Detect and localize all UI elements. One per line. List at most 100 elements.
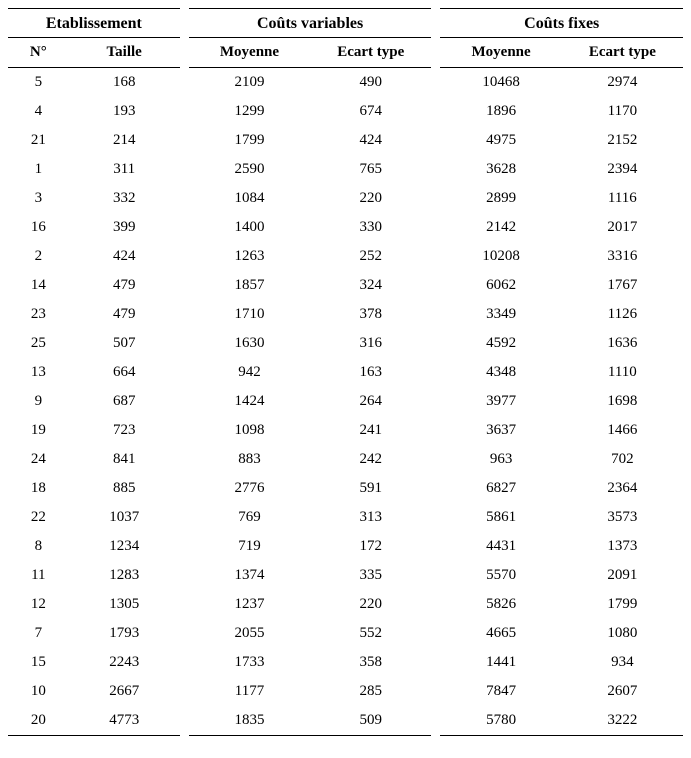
cell-fix-moyenne: 10468 [440,68,561,98]
cell-taille: 1793 [69,619,180,648]
cell-var-ecart: 264 [310,387,431,416]
cell-gap [180,648,189,677]
cell-gap [431,271,440,300]
cell-var-ecart: 509 [310,706,431,736]
cell-var-moyenne: 1084 [189,184,310,213]
cell-taille: 664 [69,358,180,387]
cell-taille: 311 [69,155,180,184]
cell-fix-ecart: 2974 [562,68,683,98]
table-row: 22103776931358613573 [8,503,683,532]
cell-num: 21 [8,126,69,155]
cell-taille: 1037 [69,503,180,532]
table-row: 121305123722058261799 [8,590,683,619]
cell-gap [180,213,189,242]
table-row: 102667117728578472607 [8,677,683,706]
cell-fix-ecart: 2364 [562,474,683,503]
cell-taille: 1283 [69,561,180,590]
cell-var-moyenne: 1835 [189,706,310,736]
header-group-etablissement: Etablissement [8,9,180,38]
costs-table: Etablissement Coûts variables Coûts fixe… [8,8,683,736]
cell-fix-ecart: 1110 [562,358,683,387]
cell-gap [431,155,440,184]
cell-var-ecart: 378 [310,300,431,329]
header-var-ecart: Ecart type [310,38,431,68]
cell-gap [431,300,440,329]
cell-taille: 2243 [69,648,180,677]
cell-fix-ecart: 1116 [562,184,683,213]
cell-fix-ecart: 702 [562,445,683,474]
table-row: 18885277659168272364 [8,474,683,503]
cell-var-ecart: 335 [310,561,431,590]
cell-gap [431,706,440,736]
cell-gap [180,97,189,126]
cell-fix-ecart: 2394 [562,155,683,184]
cell-gap [431,590,440,619]
cell-num: 25 [8,329,69,358]
cell-var-ecart: 285 [310,677,431,706]
cell-var-ecart: 765 [310,155,431,184]
cell-taille: 424 [69,242,180,271]
cell-gap [431,677,440,706]
header-fix-ecart: Ecart type [562,38,683,68]
cell-gap [180,184,189,213]
cell-gap [431,358,440,387]
cell-var-ecart: 324 [310,271,431,300]
cell-fix-moyenne: 5570 [440,561,561,590]
cell-gap [180,706,189,736]
cell-gap [180,445,189,474]
cell-taille: 168 [69,68,180,98]
cell-gap [431,213,440,242]
header-fix-moyenne: Moyenne [440,38,561,68]
table-row: 51682109490104682974 [8,68,683,98]
cell-var-moyenne: 1733 [189,648,310,677]
cell-taille: 2667 [69,677,180,706]
cell-num: 9 [8,387,69,416]
cell-fix-moyenne: 963 [440,445,561,474]
cell-num: 15 [8,648,69,677]
cell-gap [180,416,189,445]
table-row: 21214179942449752152 [8,126,683,155]
cell-gap [431,561,440,590]
cell-taille: 1305 [69,590,180,619]
cell-taille: 479 [69,300,180,329]
cell-taille: 479 [69,271,180,300]
table-row: 16399140033021422017 [8,213,683,242]
cell-fix-ecart: 2152 [562,126,683,155]
cell-num: 5 [8,68,69,98]
cell-gap [180,677,189,706]
table-row: 19723109824136371466 [8,416,683,445]
cell-taille: 1234 [69,532,180,561]
table-row: 15224317333581441934 [8,648,683,677]
cell-var-moyenne: 1237 [189,590,310,619]
table-row: 204773183550957803222 [8,706,683,736]
cell-taille: 687 [69,387,180,416]
cell-var-ecart: 490 [310,68,431,98]
cell-var-ecart: 252 [310,242,431,271]
cell-num: 18 [8,474,69,503]
cell-var-moyenne: 1098 [189,416,310,445]
cell-gap [180,590,189,619]
cell-var-moyenne: 1400 [189,213,310,242]
cell-var-moyenne: 883 [189,445,310,474]
cell-gap [431,474,440,503]
cell-num: 1 [8,155,69,184]
cell-fix-moyenne: 3628 [440,155,561,184]
cell-gap [180,242,189,271]
cell-fix-moyenne: 5826 [440,590,561,619]
cell-var-ecart: 241 [310,416,431,445]
cell-var-moyenne: 2590 [189,155,310,184]
cell-gap [180,329,189,358]
header-group-couts-variables: Coûts variables [189,9,432,38]
cell-fix-moyenne: 5861 [440,503,561,532]
table-body: 5168210949010468297441931299674189611702… [8,68,683,736]
cell-fix-ecart: 1698 [562,387,683,416]
table-row: 111283137433555702091 [8,561,683,590]
cell-taille: 841 [69,445,180,474]
cell-taille: 723 [69,416,180,445]
cell-num: 22 [8,503,69,532]
table-row: 23479171037833491126 [8,300,683,329]
cell-num: 14 [8,271,69,300]
cell-gap [180,126,189,155]
header-num: N° [8,38,69,68]
cell-gap [180,68,189,98]
